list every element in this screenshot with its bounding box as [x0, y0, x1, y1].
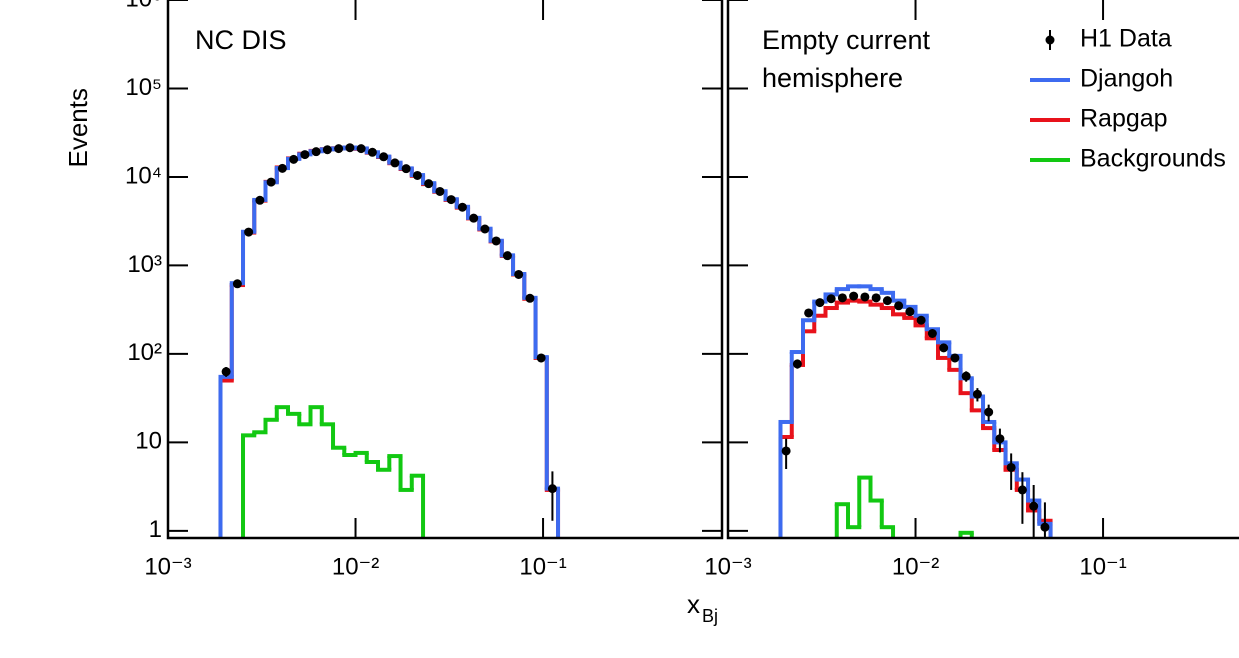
frame — [166, 0, 724, 540]
legend-label: Djangoh — [1080, 65, 1173, 93]
data-point — [882, 296, 892, 306]
data-point — [424, 179, 434, 189]
y-tick-label: 10 — [135, 428, 162, 455]
x-axis-label: x — [687, 589, 700, 619]
data-point — [849, 291, 859, 301]
y-axis-label: Events — [63, 88, 93, 168]
data-point — [221, 367, 231, 377]
x-tick-label: 10⁻¹ — [519, 553, 566, 580]
data-point — [860, 292, 870, 302]
data-point — [289, 154, 299, 164]
annotation: Empty current — [762, 25, 931, 55]
data-point — [815, 298, 825, 308]
data-point — [1040, 522, 1050, 532]
legend-marker — [1045, 35, 1055, 45]
data-point — [435, 186, 445, 196]
annotation: hemisphere — [762, 63, 903, 93]
data-point — [502, 251, 512, 261]
data-point — [367, 147, 377, 157]
y-tick-label: 1 — [149, 516, 162, 543]
data-point — [871, 293, 881, 303]
x-tick-label: 10⁻² — [892, 553, 939, 580]
data-point — [277, 163, 287, 173]
data-point — [345, 143, 355, 153]
data-point — [826, 294, 836, 304]
panel — [218, 143, 561, 538]
y-tick-label: 10⁶ — [125, 0, 162, 12]
data-point — [390, 158, 400, 168]
data-point — [356, 144, 366, 154]
y-tick-label: 10⁴ — [125, 162, 162, 189]
x-tick-label: 10⁻³ — [144, 553, 191, 580]
data-point — [514, 269, 524, 279]
data-point — [525, 293, 535, 303]
legend-label: H1 Data — [1080, 25, 1172, 53]
data-point — [804, 308, 814, 318]
data-point — [894, 301, 904, 311]
data-point — [781, 446, 791, 456]
data-point — [1029, 501, 1039, 511]
data-point — [480, 224, 490, 234]
data-point — [322, 145, 332, 155]
data-point — [916, 315, 926, 325]
x-tick-label: 10⁻² — [332, 553, 379, 580]
data-point — [792, 359, 802, 369]
data-point — [995, 434, 1005, 444]
data-point — [927, 329, 937, 339]
x-axis-label-subscript: Bj — [702, 606, 718, 626]
data-point — [939, 343, 949, 353]
y-tick-label: 10² — [127, 339, 162, 366]
data-point — [950, 353, 960, 363]
frame — [726, 0, 1239, 540]
data-point — [244, 227, 254, 237]
legend-label: Rapgap — [1080, 105, 1168, 133]
data-point — [547, 484, 557, 494]
y-tick-label: 10³ — [127, 251, 162, 278]
data-point — [334, 144, 344, 154]
data-point — [837, 293, 847, 303]
data-point — [255, 195, 265, 205]
data-point — [469, 213, 479, 223]
legend-label: Backgrounds — [1080, 145, 1226, 173]
data-point — [1017, 485, 1027, 495]
data-point — [961, 371, 971, 381]
data-point — [266, 177, 276, 187]
data-point — [984, 407, 994, 417]
data-point — [311, 147, 321, 157]
panel — [778, 284, 1053, 538]
data-point — [1006, 462, 1016, 472]
x-tick-label: 10⁻¹ — [1079, 553, 1126, 580]
data-point — [300, 150, 310, 160]
data-point — [905, 307, 915, 317]
data-point — [401, 164, 411, 174]
data-point — [972, 389, 982, 399]
x-tick-label: 10⁻³ — [704, 553, 751, 580]
data-point — [457, 202, 467, 212]
annotation: NC DIS — [195, 25, 287, 55]
data-point — [491, 236, 501, 246]
data-point — [232, 279, 242, 289]
data-point — [379, 152, 389, 162]
data-point — [536, 353, 546, 363]
y-tick-label: 10⁵ — [125, 74, 162, 101]
data-point — [412, 170, 422, 180]
data-point — [446, 195, 456, 205]
